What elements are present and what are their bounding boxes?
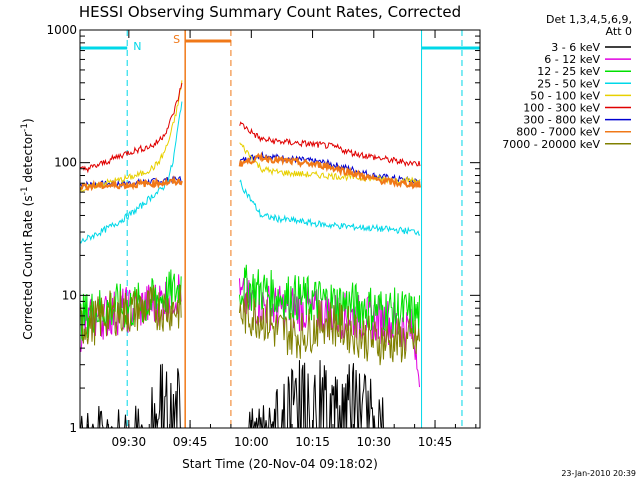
- x-axis: 09:30 09:45 10:00 10:15 10:30 10:45: [87, 30, 477, 449]
- series-4-segment-0: [79, 80, 183, 193]
- series-5-segment-0: [79, 82, 183, 174]
- legend-label-2: 12 - 25 keV: [537, 65, 600, 78]
- y-axis-label-mid: detector: [21, 132, 35, 187]
- series-8-segment-0: [79, 284, 182, 346]
- legend-label-5: 100 - 300 keV: [523, 102, 600, 115]
- series-6: [79, 150, 421, 190]
- y-axis: 1 10 100 1000: [46, 23, 480, 435]
- series-5-segment-1: [239, 121, 421, 168]
- plot-frame: [79, 29, 481, 429]
- night-annotation: N: [133, 40, 141, 53]
- legend-label-0: 3 - 6 keV: [551, 41, 600, 54]
- timestamp: 23-Jan-2010 20:39: [561, 469, 636, 478]
- x-tick-label-4: 10:30: [356, 435, 391, 449]
- y-axis-label-end: ): [21, 118, 35, 123]
- legend-label-3: 25 - 50 keV: [537, 77, 600, 90]
- legend-header-0: Det 1,3,4,5,6,9,: [546, 13, 632, 26]
- legend-header-1: Att 0: [606, 25, 632, 38]
- legend-label-6: 300 - 800 keV: [523, 114, 600, 127]
- series-3-segment-1: [239, 179, 421, 236]
- plot-area: NS: [79, 30, 480, 429]
- legend-label-8: 7000 - 20000 keV: [502, 138, 600, 151]
- legend-label-1: 6 - 12 keV: [544, 53, 600, 66]
- x-axis-label: Start Time (20-Nov-04 09:18:02): [182, 457, 378, 471]
- x-tick-label-5: 10:45: [418, 435, 453, 449]
- legend-label-4: 50 - 100 keV: [530, 89, 600, 102]
- y-tick-label-1: 10: [62, 288, 77, 302]
- series-7-segment-1: [238, 151, 421, 190]
- series-8: [79, 284, 420, 366]
- y-axis-label-sup2: -1: [20, 123, 30, 132]
- y-tick-label-2: 100: [54, 156, 77, 170]
- y-axis-label-sup1: -1: [20, 186, 30, 195]
- x-tick-label-2: 10:00: [234, 435, 269, 449]
- saa-annotation: S: [173, 33, 180, 46]
- chart-title: HESSI Observing Summary Count Rates, Cor…: [79, 3, 461, 21]
- series-3: [79, 101, 421, 244]
- series-0-segment-1: [239, 360, 386, 429]
- y-axis-label-main: Corrected Count Rate (s: [21, 195, 35, 339]
- x-tick-label-1: 09:45: [173, 435, 208, 449]
- series-7-segment-0: [79, 175, 183, 192]
- series-3-segment-0: [79, 101, 183, 244]
- y-tick-label-3: 1000: [46, 23, 77, 37]
- series-5: [79, 82, 421, 174]
- series-8-segment-1: [238, 292, 420, 366]
- series-0-segment-0: [80, 363, 182, 429]
- legend-label-7: 800 - 7000 keV: [516, 126, 600, 139]
- x-tick-label-3: 10:15: [295, 435, 330, 449]
- x-tick-label-0: 09:30: [112, 435, 147, 449]
- series-2-segment-1: [238, 264, 420, 335]
- series-7: [79, 151, 421, 192]
- series-0: [80, 360, 386, 429]
- y-tick-label-0: 1: [69, 421, 77, 435]
- y-axis-label: Corrected Count Rate (s-1 detector-1): [20, 118, 35, 339]
